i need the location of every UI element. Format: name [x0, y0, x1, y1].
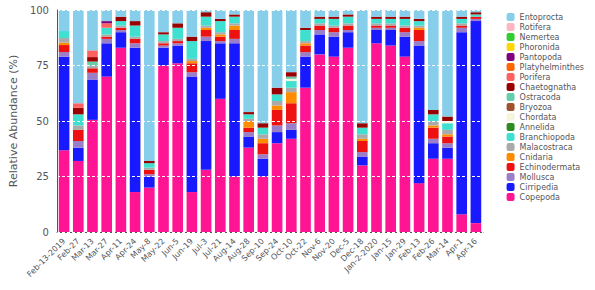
- svg-text:Nemertea: Nemertea: [520, 33, 560, 42]
- svg-text:Nov-20: Nov-20: [310, 236, 338, 264]
- svg-text:Branchiopoda: Branchiopoda: [520, 133, 575, 142]
- svg-text:Feb-26: Feb-26: [410, 236, 437, 263]
- svg-text:Entoprocta: Entoprocta: [520, 13, 564, 22]
- svg-text:Cirripedia: Cirripedia: [520, 183, 559, 192]
- svg-text:Jun-5: Jun-5: [160, 236, 181, 258]
- svg-text:Relative Abundance (%): Relative Abundance (%): [7, 55, 20, 187]
- svg-text:Feb-13: Feb-13: [396, 236, 423, 263]
- svg-text:Chordata: Chordata: [520, 113, 557, 122]
- svg-text:May-22: May-22: [139, 236, 167, 264]
- svg-text:Porifera: Porifera: [520, 73, 551, 82]
- svg-text:Chaetognatha: Chaetognatha: [520, 83, 577, 92]
- svg-text:Mar-14: Mar-14: [424, 236, 451, 263]
- svg-text:50: 50: [36, 116, 49, 127]
- svg-text:Echinodermata: Echinodermata: [520, 163, 581, 172]
- svg-text:Apr-11: Apr-11: [99, 236, 125, 262]
- svg-text:Dec-5: Dec-5: [328, 236, 352, 260]
- svg-text:Oct-22: Oct-22: [283, 236, 309, 263]
- svg-text:Copepoda: Copepoda: [520, 193, 561, 202]
- svg-text:100: 100: [30, 5, 49, 16]
- svg-text:Mar-27: Mar-27: [84, 236, 110, 263]
- svg-text:25: 25: [36, 171, 49, 182]
- svg-text:Rotifera: Rotifera: [520, 23, 551, 32]
- svg-text:Jan-29: Jan-29: [383, 236, 409, 262]
- svg-text:Feb-27: Feb-27: [55, 236, 82, 263]
- svg-text:Platyhelminthes: Platyhelminthes: [520, 63, 584, 72]
- svg-text:Jul-3: Jul-3: [190, 236, 210, 256]
- svg-text:Jul-21: Jul-21: [201, 236, 224, 260]
- svg-text:75: 75: [36, 60, 49, 71]
- svg-text:Annelida: Annelida: [520, 123, 555, 132]
- svg-text:0: 0: [43, 227, 49, 238]
- svg-text:Apr-16: Apr-16: [454, 237, 479, 262]
- svg-text:Apr-24: Apr-24: [113, 236, 139, 262]
- svg-text:Oct-10: Oct-10: [269, 236, 295, 263]
- svg-text:Nov-6: Nov-6: [300, 236, 323, 260]
- svg-text:Mollusca: Mollusca: [520, 173, 555, 182]
- svg-text:Jan-15: Jan-15: [369, 236, 394, 262]
- svg-text:Feb-13-2019: Feb-13-2019: [25, 236, 68, 279]
- svg-text:Phoronida: Phoronida: [520, 43, 560, 52]
- svg-text:Ostracoda: Ostracoda: [520, 93, 561, 102]
- svg-text:Sep-24: Sep-24: [254, 236, 281, 263]
- svg-text:Bryozoa: Bryozoa: [520, 103, 553, 112]
- svg-text:Cnidaria: Cnidaria: [520, 153, 553, 162]
- svg-text:Mar-13: Mar-13: [69, 236, 96, 263]
- svg-text:Malacostraca: Malacostraca: [520, 143, 573, 152]
- svg-text:Pantopoda: Pantopoda: [520, 53, 563, 62]
- svg-text:Aug-28: Aug-28: [225, 236, 252, 264]
- svg-text:Aug-14: Aug-14: [211, 236, 238, 264]
- svg-text:May-8: May-8: [128, 236, 153, 261]
- svg-text:Jun-19: Jun-19: [170, 236, 196, 262]
- svg-text:Jan-2-2020: Jan-2-2020: [342, 236, 380, 274]
- svg-text:Sep-10: Sep-10: [239, 236, 267, 263]
- svg-text:Dec-18: Dec-18: [339, 236, 366, 264]
